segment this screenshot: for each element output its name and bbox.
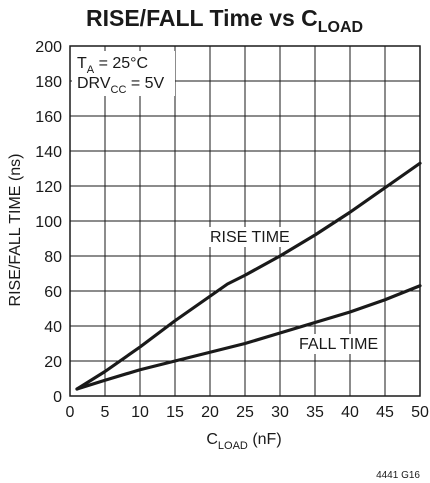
y-tick-label: 40 bbox=[44, 319, 62, 336]
x-tick-label: 15 bbox=[166, 404, 184, 421]
x-tick-label: 45 bbox=[376, 404, 394, 421]
x-tick-label: 25 bbox=[236, 404, 254, 421]
x-axis-label: CLOAD (nF) bbox=[206, 431, 281, 452]
chart-title-subscript: LOAD bbox=[318, 19, 363, 36]
x-tick-label: 35 bbox=[306, 404, 324, 421]
y-tick-label: 160 bbox=[35, 109, 62, 126]
x-tick-label: 5 bbox=[101, 404, 110, 421]
y-tick-label: 120 bbox=[35, 179, 62, 196]
y-tick-label: 80 bbox=[44, 249, 62, 266]
chart-title-main: RISE/FALL Time vs C bbox=[86, 5, 318, 31]
annotation-drvcc: DRVCC = 5V bbox=[77, 75, 165, 96]
x-tick-label: 20 bbox=[201, 404, 219, 421]
x-tick-labels: 0 5 10 15 20 25 30 35 40 45 50 bbox=[66, 404, 429, 421]
y-tick-label: 60 bbox=[44, 284, 62, 301]
x-tick-label: 0 bbox=[66, 404, 75, 421]
x-tick-label: 40 bbox=[341, 404, 359, 421]
chart-title: RISE/FALL Time vs CLOAD bbox=[86, 5, 363, 36]
conditions-background bbox=[72, 51, 175, 96]
y-tick-label: 140 bbox=[35, 144, 62, 161]
series-lines bbox=[75, 161, 422, 391]
y-tick-label: 20 bbox=[44, 354, 62, 371]
figure-code: 4441 G16 bbox=[376, 470, 420, 481]
series-line-fall-time bbox=[75, 284, 422, 391]
x-tick-label: 10 bbox=[131, 404, 149, 421]
series-label-fall-time: FALL TIME bbox=[299, 336, 378, 353]
y-tick-label: 0 bbox=[53, 389, 62, 406]
fall-label-background bbox=[294, 334, 380, 354]
series-line-rise-time bbox=[75, 161, 422, 391]
x-tick-label: 50 bbox=[411, 404, 429, 421]
y-tick-label: 180 bbox=[35, 74, 62, 91]
y-axis-label: RISE/FALL TIME (ns) bbox=[7, 154, 24, 307]
plot-frame bbox=[69, 45, 421, 397]
annotation-temperature: TA = 25°C bbox=[77, 55, 148, 76]
series-label-rise-time: RISE TIME bbox=[210, 229, 290, 246]
y-tick-label: 200 bbox=[35, 39, 62, 56]
y-tick-labels: 0 20 40 60 80 100 120 140 160 180 200 bbox=[35, 39, 62, 406]
y-tick-label: 100 bbox=[35, 214, 62, 231]
x-tick-label: 30 bbox=[271, 404, 289, 421]
rise-label-background bbox=[205, 227, 291, 247]
